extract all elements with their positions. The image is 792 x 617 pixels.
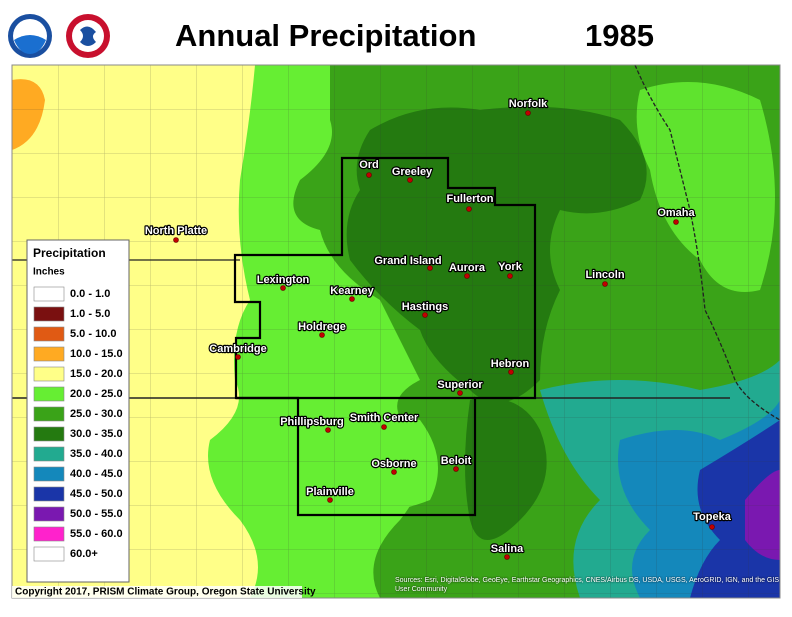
source-note: Sources: Esri, DigitalGlobe, GeoEye, Ear… xyxy=(395,577,779,593)
city-label: York xyxy=(498,261,523,273)
legend-swatch xyxy=(33,386,65,402)
city-label: Ord xyxy=(359,159,379,171)
city-dot xyxy=(366,172,372,178)
city-label: Lexington xyxy=(257,274,310,286)
nws-logo xyxy=(66,14,110,58)
city-label: Grand Island xyxy=(374,255,441,267)
legend-label: 50.0 - 55.0 xyxy=(70,508,123,520)
city-dot xyxy=(319,332,325,338)
city-label: Plainville xyxy=(306,486,354,498)
city-dot xyxy=(453,466,459,472)
city-label: Cambridge xyxy=(209,343,266,355)
legend-label: 15.0 - 20.0 xyxy=(70,368,123,380)
city-dot xyxy=(349,296,355,302)
legend-label: 5.0 - 10.0 xyxy=(70,328,116,340)
noaa-logo xyxy=(8,14,52,58)
legend-swatch xyxy=(33,466,65,482)
legend-label: 0.0 - 1.0 xyxy=(70,288,110,300)
source-box: Sources: Esri, DigitalGlobe, GeoEye, Ear… xyxy=(395,577,779,593)
city-dot xyxy=(407,177,413,183)
city-dot xyxy=(709,524,715,530)
city-label: Greeley xyxy=(392,166,433,178)
city-label: Kearney xyxy=(330,285,374,297)
legend-swatch xyxy=(33,406,65,422)
city-dot xyxy=(507,273,513,279)
city-dot xyxy=(173,237,179,243)
legend-swatch xyxy=(33,446,65,462)
city-dot xyxy=(280,285,286,291)
legend-label: 35.0 - 40.0 xyxy=(70,448,123,460)
city-label: Fullerton xyxy=(446,193,493,205)
city-label: Hastings xyxy=(402,301,448,313)
map-year: 1985 xyxy=(585,18,654,53)
city-dot xyxy=(391,469,397,475)
legend-label: 40.0 - 45.0 xyxy=(70,468,123,480)
city-label: Osborne xyxy=(371,458,416,470)
city-label: Lincoln xyxy=(585,269,624,281)
legend-label: 20.0 - 25.0 xyxy=(70,388,123,400)
legend-swatch xyxy=(33,426,65,442)
city-label: Smith Center xyxy=(350,412,419,424)
city-label: Beloit xyxy=(441,455,472,467)
legend-label: 25.0 - 30.0 xyxy=(70,408,123,420)
city-dot xyxy=(525,110,531,116)
city-dot xyxy=(235,354,241,360)
legend-swatch xyxy=(33,366,65,382)
legend-swatch xyxy=(33,286,65,302)
legend-label: 1.0 - 5.0 xyxy=(70,308,110,320)
city-dot xyxy=(457,390,463,396)
city-dot xyxy=(422,312,428,318)
legend-swatch xyxy=(33,486,65,502)
legend-label: 55.0 - 60.0 xyxy=(70,528,123,540)
city-dot xyxy=(325,427,331,433)
legend-title: Precipitation xyxy=(33,246,106,260)
city-dot xyxy=(427,265,433,271)
legend-units: Inches xyxy=(33,267,65,278)
city-label: Superior xyxy=(437,379,483,391)
legend-label: 45.0 - 50.0 xyxy=(70,488,123,500)
map-title: Annual Precipitation xyxy=(175,18,476,53)
city-dot xyxy=(673,219,679,225)
precip-surface xyxy=(12,65,780,598)
city-label: Salina xyxy=(491,543,524,555)
copyright: Copyright 2017, PRISM Climate Group, Ore… xyxy=(15,587,316,598)
city-label: Phillipsburg xyxy=(280,416,344,428)
legend-swatch xyxy=(33,346,65,362)
city-dot xyxy=(602,281,608,287)
city-label: Holdrege xyxy=(298,321,346,333)
legend-swatch xyxy=(33,546,65,562)
legend-items: 0.0 - 1.0 1.0 - 5.0 5.0 - 10.0 10.0 - 15.0 1… xyxy=(33,286,123,562)
city-label: Omaha xyxy=(657,207,695,219)
legend-label: 10.0 - 15.0 xyxy=(70,348,123,360)
city-label: Norfolk xyxy=(509,98,548,110)
legend-swatch xyxy=(33,306,65,322)
city-label: Hebron xyxy=(491,358,530,370)
city-dot xyxy=(381,424,387,430)
legend-label: 60.0+ xyxy=(70,548,98,560)
city-label: North Platte xyxy=(145,225,207,237)
legend-swatch xyxy=(33,506,65,522)
city-dot xyxy=(508,369,514,375)
city-dot xyxy=(466,206,472,212)
legend-label: 30.0 - 35.0 xyxy=(70,428,123,440)
city-dot xyxy=(504,554,510,560)
map-frame xyxy=(11,64,781,599)
city-layer: Norfolk Ord Greeley Fullerton North Platte Om… xyxy=(144,97,733,560)
city-dot xyxy=(464,273,470,279)
city-label: Topeka xyxy=(693,511,732,523)
copyright-bg xyxy=(12,586,302,598)
city-label: Aurora xyxy=(449,262,486,274)
legend: Precipitation Inches 0.0 - 1.0 1.0 - 5.0 5… xyxy=(26,239,130,583)
legend-swatch xyxy=(33,326,65,342)
city-dot xyxy=(327,497,333,503)
legend-swatch xyxy=(33,526,65,542)
